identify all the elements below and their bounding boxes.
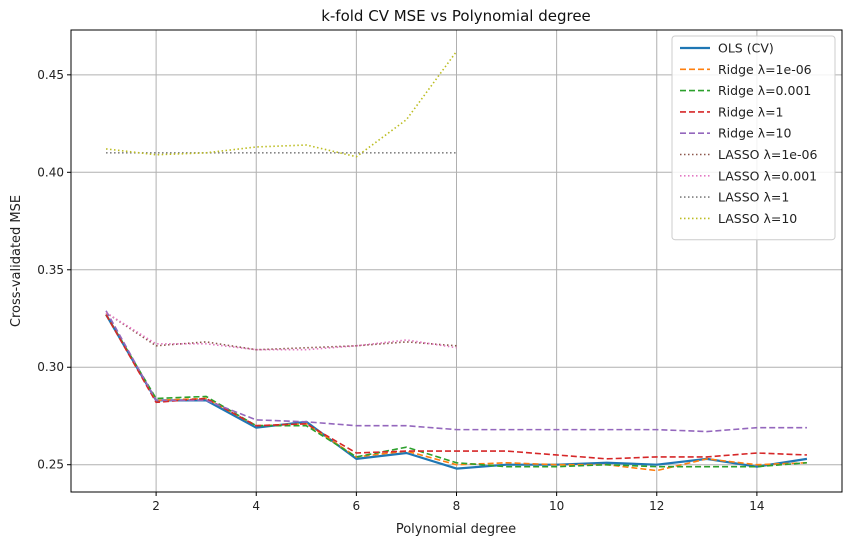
x-tick-label: 8 [453,499,461,513]
y-axis-label: Cross-validated MSE [9,195,24,327]
series-layer [105,50,808,472]
x-tick-label: 12 [649,499,664,513]
x-tick-label: 10 [549,499,564,513]
series-line-4 [105,310,807,433]
legend-label: Ridge λ=0.001 [718,83,811,98]
series-line-5 [105,311,457,351]
y-tick-label: 0.45 [37,68,64,82]
axes-ticks: 2 4 6 8 10 12 14 0.25 0.30 0.35 0.40 0.45 [37,68,764,513]
series-line-0 [105,314,808,470]
series-line-1 [105,314,807,472]
legend-label: LASSO λ=1 [718,190,789,205]
y-tick-label: 0.40 [37,165,64,179]
x-axis-label: Polynomial degree [396,522,516,537]
series-line-2 [105,314,808,468]
legend-label: Ridge λ=10 [718,126,792,141]
chart-title: k-fold CV MSE vs Polynomial degree [321,7,591,25]
series-line-3 [105,314,807,460]
x-tick-label: 2 [152,499,160,513]
legend-label: LASSO λ=0.001 [718,168,817,183]
legend: OLS (CV) Ridge λ=1e-06 Ridge λ=0.001 Ridge … [671,35,836,241]
x-tick-label: 14 [749,499,764,513]
series-line-6 [105,311,457,351]
legend-label: Ridge λ=1 [718,104,784,119]
y-tick-label: 0.30 [37,360,64,374]
series-line-8 [105,50,458,158]
y-tick-label: 0.25 [37,458,64,472]
y-tick-label: 0.35 [37,263,64,277]
legend-label: OLS (CV) [718,41,774,56]
legend-box [671,35,836,241]
x-tick-label: 4 [252,499,260,513]
legend-label: Ridge λ=1e-06 [718,62,812,77]
legend-label: LASSO λ=10 [718,211,797,226]
legend-label: LASSO λ=1e-06 [718,147,817,162]
x-tick-label: 6 [353,499,361,513]
